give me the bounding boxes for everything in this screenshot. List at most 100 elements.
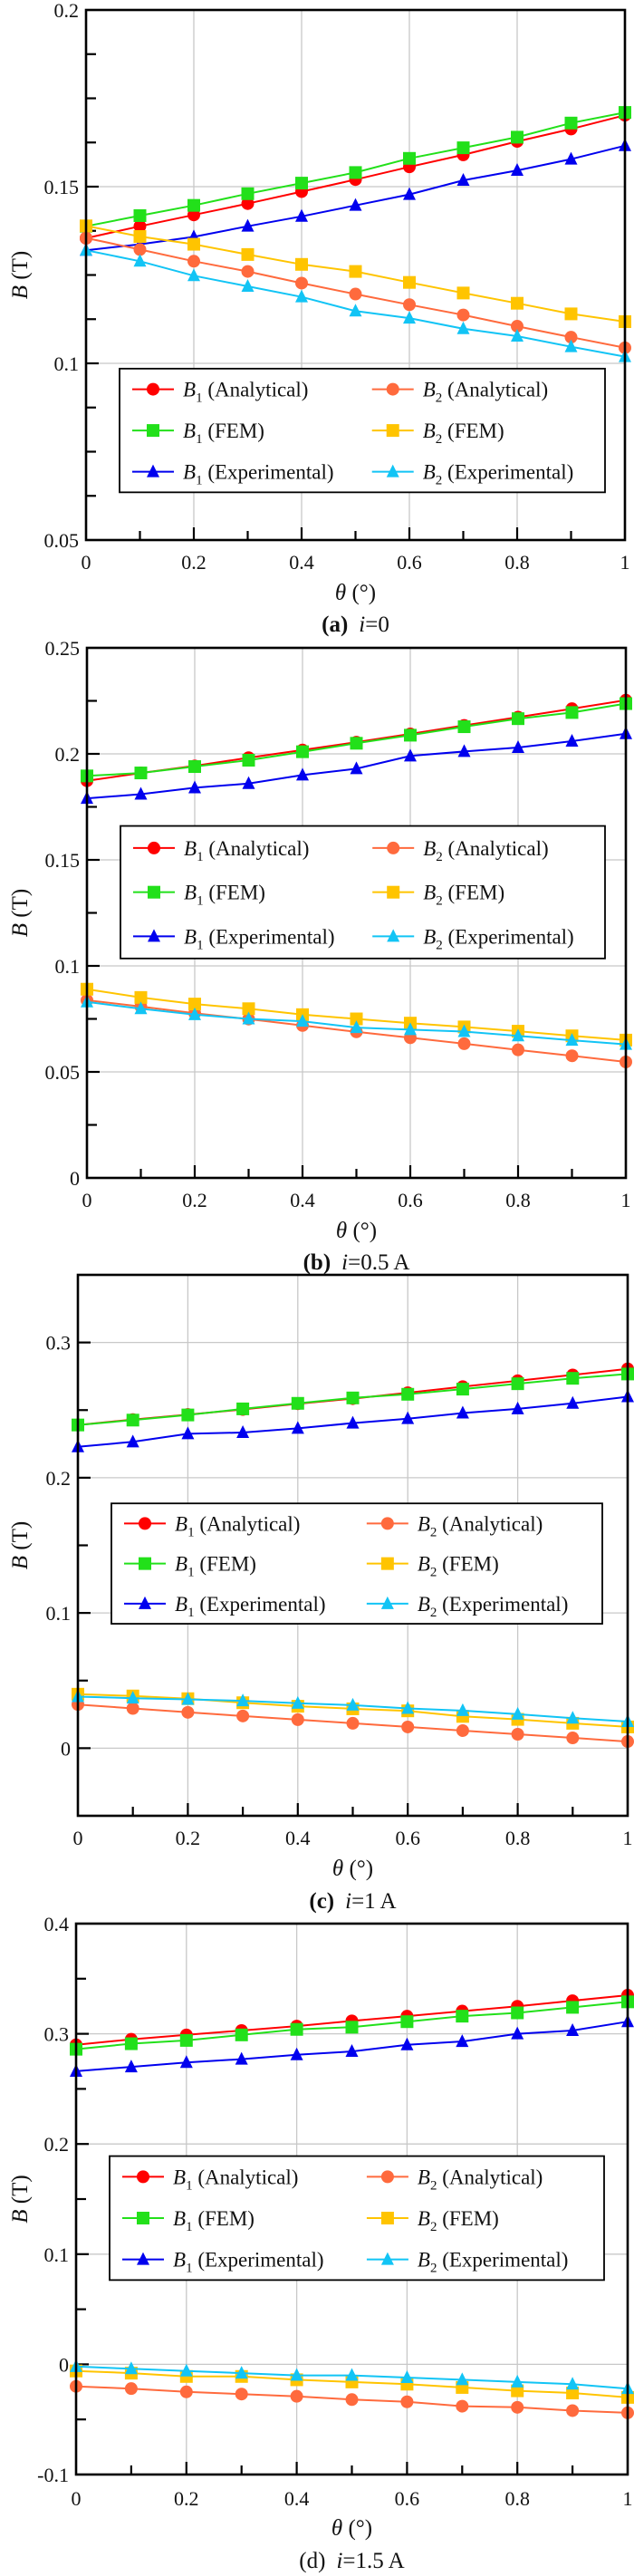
- legend-box: [109, 2155, 605, 2282]
- data-point-b2_analytical: [235, 2388, 248, 2401]
- data-point-b1_exp: [181, 1426, 195, 1440]
- x-axis-title: θ (°): [332, 1857, 373, 1881]
- data-point-b2_analytical: [187, 255, 200, 268]
- y-tick-label: 0.1: [55, 955, 81, 978]
- data-point-b2_analytical: [456, 308, 470, 322]
- legend-label-symbol: B: [173, 2207, 186, 2230]
- data-point-b2_exp: [296, 1014, 309, 1028]
- data-point-b1_exp: [345, 2044, 359, 2058]
- legend-label: B1 (Analytical): [184, 837, 309, 864]
- legend-label: B1 (FEM): [175, 1553, 256, 1580]
- data-point-b1_exp: [400, 2037, 414, 2050]
- legend-label: B1 (Experimental): [183, 461, 334, 488]
- data-point-b2_fem: [349, 265, 362, 278]
- y-axis-unit: (T): [8, 889, 33, 923]
- data-point-b2_fem: [511, 296, 524, 310]
- data-point-b2_analytical: [566, 1732, 580, 1745]
- data-point-b2_analytical: [181, 1705, 195, 1719]
- legend-item-b1_fem: B1 (FEM): [122, 2207, 255, 2234]
- x-tick-label: 0.2: [182, 1189, 207, 1211]
- data-point-b2_exp: [291, 1695, 304, 1709]
- data-point-b2_exp: [236, 1693, 250, 1707]
- legend-item-b2_fem: B2 (FEM): [371, 420, 504, 447]
- data-point-b1_fem: [401, 1387, 415, 1401]
- legend-label-subscript: 1: [196, 432, 203, 447]
- legend-label-text: (Experimental): [203, 461, 334, 484]
- data-point-b1_exp: [291, 1421, 304, 1434]
- legend-label-subscript: 2: [430, 2220, 437, 2234]
- data-point-b1_fem: [350, 737, 363, 750]
- legend-item-b1_analytical: B1 (Analytical): [133, 837, 309, 864]
- legend-label-symbol: B: [173, 2249, 186, 2272]
- legend-label-subscript: 2: [430, 2262, 437, 2276]
- data-point-b2_analytical: [124, 2382, 138, 2396]
- data-point-b2_analytical: [291, 1713, 304, 1726]
- y-tick-label: 0.05: [44, 529, 80, 552]
- y-tick-label: 0.2: [44, 2133, 70, 2156]
- data-point-b1_exp: [401, 1411, 415, 1424]
- y-axis-title: B (T): [8, 251, 33, 299]
- legend-marker-b2_fem: [387, 885, 400, 899]
- data-point-b1_fem: [291, 1396, 304, 1410]
- legend-item-b2_exp: B2 (Experimental): [372, 925, 574, 952]
- data-point-b2_exp: [290, 2368, 303, 2381]
- legend-label-subscript: 2: [430, 2178, 437, 2193]
- y-axis-unit: (T): [8, 2175, 33, 2209]
- data-point-b1_exp: [404, 748, 417, 762]
- data-point-b2_exp: [564, 339, 578, 352]
- panel-caption: (b) i=0.5 A: [303, 1250, 410, 1275]
- x-tick-label: 0.2: [174, 2487, 199, 2510]
- data-point-b2_fem: [350, 1012, 363, 1026]
- legend-marker-b2_fem: [380, 2211, 394, 2224]
- legend-marker-b1_analytical: [148, 841, 160, 854]
- legend-label: B2 (Experimental): [418, 1593, 569, 1620]
- legend-label-symbol: B: [423, 837, 436, 860]
- data-point-b1_fem: [457, 720, 471, 734]
- legend-label-symbol: B: [423, 882, 436, 904]
- data-point-b1_fem: [295, 177, 308, 190]
- legend-label-text: (Analytical): [203, 379, 309, 401]
- legend-label-symbol: B: [423, 461, 436, 484]
- legend-marker-b2_analytical: [380, 2170, 394, 2184]
- y-tick-label: 0.2: [54, 0, 80, 22]
- data-point-b2_exp: [566, 1711, 580, 1724]
- data-point-b1_exp: [188, 780, 201, 794]
- legend-label-subscript: 2: [430, 1606, 437, 1620]
- series-b2_exp: [70, 2359, 634, 2395]
- x-tick-label: 0.4: [284, 2487, 310, 2510]
- data-point-b2_analytical: [295, 276, 308, 290]
- panel-d: -0.100.10.20.30.40 0.2 0.4 0.6 0.8 1θ (°)B (T…: [8, 1913, 634, 2573]
- legend: B1 (Analytical) B2 (Analytical)B1 (FEM) B2…: [120, 825, 606, 960]
- data-point-b2_analytical: [236, 1709, 250, 1722]
- data-point-b1_analytical: [133, 219, 147, 233]
- panel-a: 0.05 0.1 0.15 0.2 0 0.2 0.4 0.6 0.8 1 θ (°) B (T) (a…: [8, 0, 631, 637]
- legend-label-text: (Analytical): [195, 1512, 301, 1535]
- y-tick-label: 0.3: [46, 1332, 72, 1355]
- legend-marker-b1_analytical: [137, 2170, 149, 2184]
- legend-item-b1_exp: B1 (Experimental): [124, 1593, 326, 1620]
- data-point-b2_exp: [456, 321, 470, 334]
- legend-label: B1 (Analytical): [183, 379, 308, 406]
- x-axis-unit: (°): [343, 1857, 373, 1881]
- x-tick-label: 0: [73, 1827, 83, 1849]
- data-point-b1_fem: [456, 1383, 469, 1396]
- data-point-b1_fem: [290, 2022, 303, 2036]
- data-point-b2_exp: [404, 1022, 417, 1036]
- data-point-b1_fem: [133, 208, 147, 222]
- series-b1_fem: [70, 1995, 634, 2056]
- legend-marker-b1_fem: [139, 1557, 151, 1570]
- caption-label: (d): [299, 2549, 325, 2573]
- legend-label-text: (Analytical): [442, 379, 548, 401]
- legend-label-text: (FEM): [442, 420, 504, 442]
- legend-label-symbol: B: [175, 1512, 187, 1535]
- data-point-b1_exp: [403, 187, 416, 200]
- caption-value: =1.5 A: [342, 2549, 404, 2573]
- series-b1_exp: [81, 726, 632, 805]
- caption-variable: i: [336, 2549, 342, 2573]
- legend-marker-b2_fem: [386, 424, 399, 438]
- data-point-b1_exp: [456, 1405, 469, 1419]
- legend-label-symbol: B: [418, 2249, 430, 2272]
- data-point-b1_fem: [242, 754, 255, 767]
- data-point-b1_exp: [241, 218, 255, 232]
- legend-item-b1_analytical: B1 (Analytical): [124, 1512, 300, 1539]
